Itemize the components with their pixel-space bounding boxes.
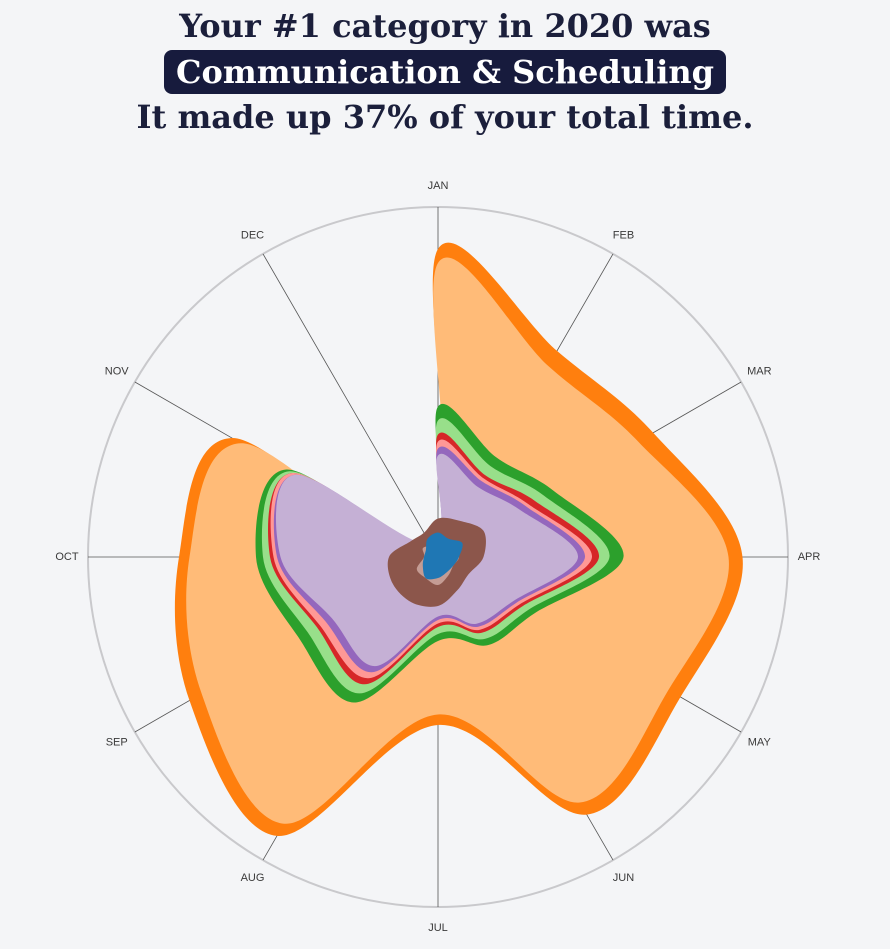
- month-label-sep: SEP: [106, 736, 128, 748]
- headline-line-1: Your #1 category in 2020 was: [179, 7, 711, 45]
- month-label-nov: NOV: [105, 365, 130, 377]
- month-label-jun: JUN: [613, 872, 634, 884]
- spoke-dec: [262, 253, 439, 558]
- headline: Your #1 category in 2020 was Communicati…: [0, 4, 890, 140]
- top-category-badge: Communication & Scheduling: [164, 50, 726, 94]
- month-label-oct: OCT: [55, 551, 79, 563]
- month-label-mar: MAR: [747, 365, 772, 377]
- headline-line-3: It made up 37% of your total time.: [136, 98, 754, 136]
- month-label-aug: AUG: [241, 872, 265, 884]
- month-label-jul: JUL: [428, 922, 448, 934]
- month-label-may: MAY: [748, 736, 772, 748]
- month-label-apr: APR: [798, 551, 821, 563]
- month-label-jan: JAN: [428, 180, 449, 192]
- month-label-dec: DEC: [241, 230, 264, 242]
- category-areas: [174, 242, 743, 837]
- month-labels: JAN FEB MAR APR MAY JUN JUL AUG SEP OCT NOV DEC: [55, 180, 820, 934]
- series-area-11[interactable]: [422, 532, 463, 580]
- month-label-feb: FEB: [613, 230, 634, 242]
